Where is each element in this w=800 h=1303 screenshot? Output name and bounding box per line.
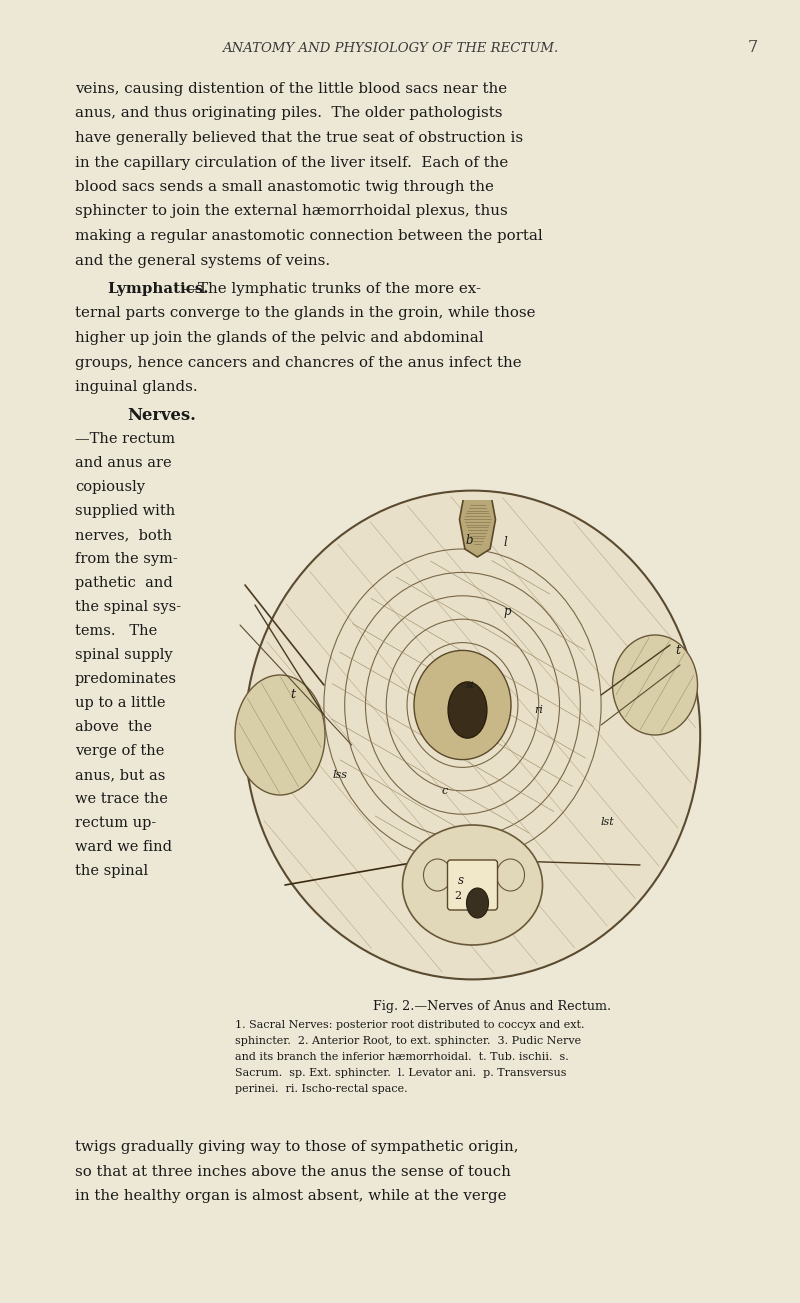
Text: s: s [458,873,463,886]
Text: in the capillary circulation of the liver itself.  Each of the: in the capillary circulation of the live… [75,155,508,169]
Text: lss: lss [333,770,347,780]
Text: the spinal: the spinal [75,864,148,878]
Text: and the general systems of veins.: and the general systems of veins. [75,254,330,267]
Text: in the healthy organ is almost absent, while at the verge: in the healthy organ is almost absent, w… [75,1190,506,1203]
Text: Fig. 2.—Nerves of Anus and Rectum.: Fig. 2.—Nerves of Anus and Rectum. [374,999,611,1012]
Text: lst: lst [600,817,614,827]
Ellipse shape [402,825,542,945]
Text: supplied with: supplied with [75,504,175,519]
Text: nerves,  both: nerves, both [75,528,172,542]
Text: pathetic  and: pathetic and [75,576,173,590]
Text: ri: ri [534,705,543,715]
Text: ternal parts converge to the glands in the groin, while those: ternal parts converge to the glands in t… [75,306,535,321]
Ellipse shape [466,889,489,919]
Text: anus, and thus originating piles.  The older pathologists: anus, and thus originating piles. The ol… [75,107,502,120]
Text: have generally believed that the true seat of obstruction is: have generally believed that the true se… [75,132,523,145]
Text: Sacrum.  sp. Ext. sphincter.  l. Levator ani.  p. Transversus: Sacrum. sp. Ext. sphincter. l. Levator a… [235,1068,566,1078]
Text: and anus are: and anus are [75,456,172,470]
Text: we trace the: we trace the [75,792,168,807]
Text: p: p [504,605,511,618]
Text: 1. Sacral Nerves: posterior root distributed to coccyx and ext.: 1. Sacral Nerves: posterior root distrib… [235,1020,585,1029]
Text: c: c [442,786,448,796]
Text: and its branch the inferior hæmorrhoidal.  t. Tub. ischii.  s.: and its branch the inferior hæmorrhoidal… [235,1052,569,1062]
Text: veins, causing distention of the little blood sacs near the: veins, causing distention of the little … [75,82,507,96]
Text: 2: 2 [454,891,461,900]
Text: b: b [466,533,474,546]
Text: l: l [504,537,507,550]
Text: st: st [466,680,475,689]
Text: tems.   The: tems. The [75,624,158,638]
Text: 7: 7 [748,39,758,56]
Text: making a regular anastomotic connection between the portal: making a regular anastomotic connection … [75,229,542,242]
Text: so that at three inches above the anus the sense of touch: so that at three inches above the anus t… [75,1165,511,1178]
Text: anus, but as: anus, but as [75,767,166,782]
Text: twigs gradually giving way to those of sympathetic origin,: twigs gradually giving way to those of s… [75,1140,518,1154]
Ellipse shape [423,859,451,891]
Text: groups, hence cancers and chancres of the anus infect the: groups, hence cancers and chancres of th… [75,356,522,370]
Text: rectum up-: rectum up- [75,816,156,830]
Text: —The lymphatic trunks of the more ex-: —The lymphatic trunks of the more ex- [183,281,481,296]
Ellipse shape [613,635,698,735]
Ellipse shape [497,859,525,891]
Text: ward we find: ward we find [75,840,172,853]
Polygon shape [459,500,495,556]
Text: from the sym-: from the sym- [75,552,178,566]
Text: blood sacs sends a small anastomotic twig through the: blood sacs sends a small anastomotic twi… [75,180,494,194]
Text: copiously: copiously [75,480,145,494]
Ellipse shape [245,491,700,980]
Text: verge of the: verge of the [75,744,164,758]
Text: the spinal sys-: the spinal sys- [75,599,181,614]
Text: sphincter.  2. Anterior Root, to ext. sphincter.  3. Pudic Nerve: sphincter. 2. Anterior Root, to ext. sph… [235,1036,581,1046]
Text: ANATOMY AND PHYSIOLOGY OF THE RECTUM.: ANATOMY AND PHYSIOLOGY OF THE RECTUM. [222,42,558,55]
Text: above  the: above the [75,721,152,734]
Text: t: t [290,688,295,701]
Text: predominates: predominates [75,672,177,685]
Text: t: t [675,644,681,657]
FancyBboxPatch shape [447,860,498,909]
Text: spinal supply: spinal supply [75,648,173,662]
Text: up to a little: up to a little [75,696,166,710]
Text: inguinal glands.: inguinal glands. [75,380,198,394]
Text: perinei.  ri. Ischo-rectal space.: perinei. ri. Ischo-rectal space. [235,1084,408,1095]
Ellipse shape [235,675,325,795]
Text: —The rectum: —The rectum [75,433,175,446]
Text: sphincter to join the external hæmorrhoidal plexus, thus: sphincter to join the external hæmorrhoi… [75,205,508,219]
Ellipse shape [414,650,511,760]
Text: higher up join the glands of the pelvic and abdominal: higher up join the glands of the pelvic … [75,331,484,345]
Text: Nerves.: Nerves. [127,408,196,425]
Text: Lymphatics.: Lymphatics. [107,281,209,296]
Ellipse shape [448,681,487,737]
